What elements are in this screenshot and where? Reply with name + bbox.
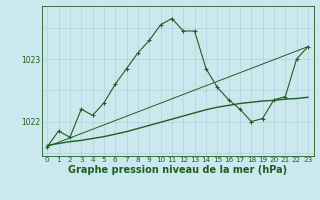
X-axis label: Graphe pression niveau de la mer (hPa): Graphe pression niveau de la mer (hPa) xyxy=(68,165,287,175)
